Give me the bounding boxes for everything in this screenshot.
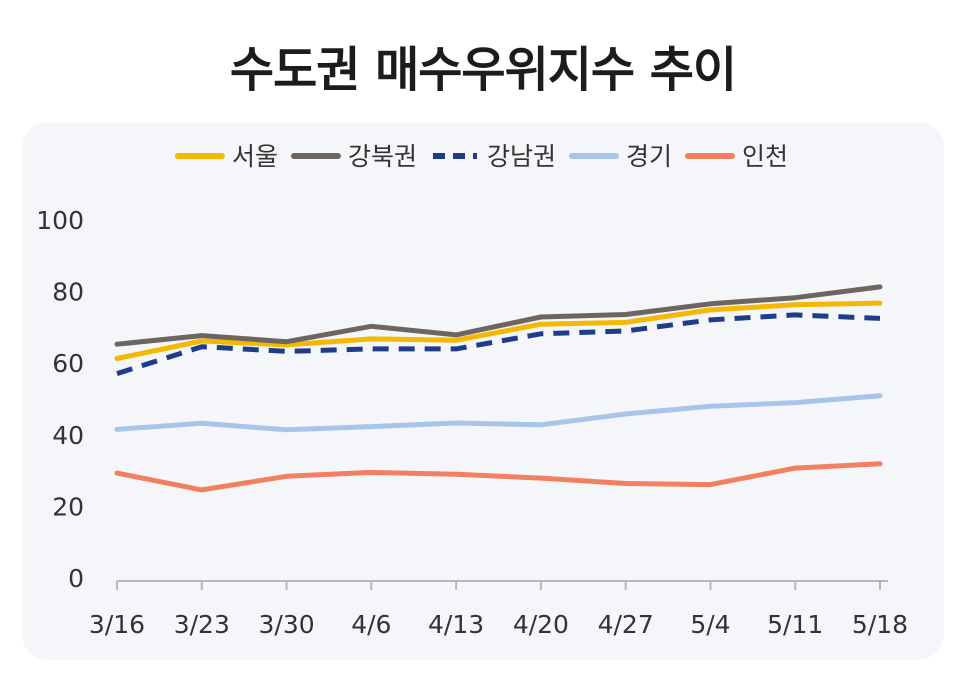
x-tick-label: 5/18 [852, 610, 908, 639]
series-line-2 [116, 312, 881, 376]
x-tick-label: 5/4 [690, 610, 730, 639]
legend-label-3: 경기 [626, 142, 672, 171]
legend-label-1: 강북권 [348, 142, 417, 171]
series-group [114, 284, 883, 493]
legend-label-0: 서울 [232, 142, 278, 171]
y-axis: 0 20 40 60 80 100 [36, 206, 84, 593]
x-tick-label: 3/30 [258, 610, 314, 639]
y-tick-label: 0 [68, 564, 84, 593]
legend-label-4: 인천 [742, 142, 788, 171]
y-tick-label: 40 [52, 421, 84, 450]
y-tick-label: 100 [36, 206, 84, 235]
series-line-3 [114, 393, 883, 433]
x-axis: 3/16 3/23 3/30 4/6 4/13 4/20 4/27 5/4 5/11 5/18 [89, 580, 908, 639]
chart-title: 수도권 매수우위지수 추이 [229, 42, 737, 98]
series-line-4 [114, 461, 883, 493]
y-tick-label: 20 [52, 492, 84, 521]
y-tick-label: 80 [52, 278, 84, 307]
series-line-1 [114, 284, 883, 347]
x-tick-label: 4/27 [598, 610, 654, 639]
legend-label-2: 강남권 [487, 142, 556, 171]
x-tick-label: 4/20 [513, 610, 569, 639]
y-tick-label: 60 [52, 349, 84, 378]
x-tick-label: 4/13 [428, 610, 484, 639]
x-tick-label: 3/23 [174, 610, 230, 639]
x-tick-label: 3/16 [89, 610, 145, 639]
x-tick-label: 4/6 [351, 610, 391, 639]
x-tick-label: 5/11 [767, 610, 823, 639]
legend: 서울 강북권 강남권 경기 인천 [174, 142, 788, 171]
series-line-0 [114, 300, 883, 361]
chart-panel [22, 122, 944, 660]
